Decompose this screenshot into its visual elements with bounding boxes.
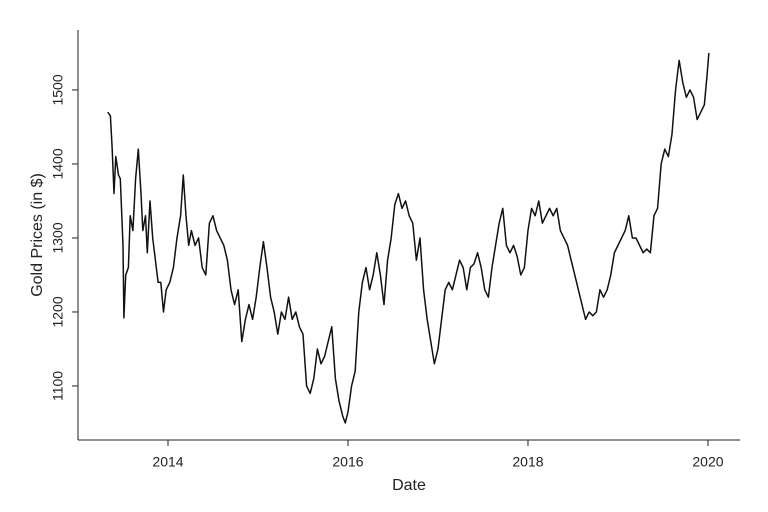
price-line (107, 52, 710, 424)
x-tick-label: 2016 (332, 454, 363, 470)
y-tick-label: 1200 (50, 296, 66, 327)
y-tick-label: 1500 (50, 74, 66, 105)
x-tick-label: 2014 (152, 454, 183, 470)
x-axis-title: Date (392, 477, 426, 494)
y-tick-label: 1300 (50, 222, 66, 253)
y-tick-label: 1100 (50, 371, 66, 401)
x-tick-label: 2020 (692, 454, 723, 470)
y-axis-title: Gold Prices (in $) (29, 173, 46, 297)
x-tick-label: 2018 (512, 454, 543, 470)
y-tick-label: 1400 (50, 148, 66, 179)
